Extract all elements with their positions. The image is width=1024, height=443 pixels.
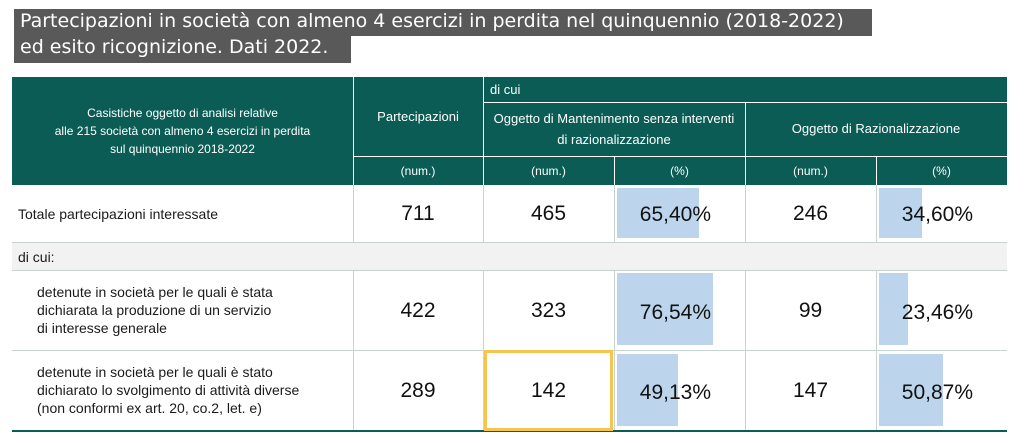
header-separator: [353, 77, 354, 185]
header-mantenimento-line-1: Oggetto di Mantenimento senza interventi: [493, 111, 735, 126]
row-label-attivita-diverse: detenute in società per le quali è stato…: [37, 363, 299, 417]
cell-mant-num-highlighted: 142: [484, 350, 613, 431]
header-casistiche-line-1: Casistiche oggetto di analisi relative: [87, 106, 278, 120]
grid-line: [876, 185, 877, 242]
cell-partecipazioni: 422: [400, 299, 436, 322]
unit-raz-num: (num.): [745, 157, 876, 185]
grid-line: [745, 271, 746, 430]
grid-line: [876, 271, 877, 430]
header-separator: [483, 102, 1007, 103]
header-separator: [483, 77, 484, 185]
header-separator: [353, 156, 1007, 157]
grid-line: [483, 185, 484, 242]
cell-mant-pct: 76,54%: [639, 301, 711, 324]
grid-line: [12, 242, 1007, 243]
bar-mant-pct: [617, 354, 678, 426]
row-label-line: dichiarata la produzione di un servizio: [37, 302, 272, 318]
header-di-cui: di cui: [483, 77, 1007, 102]
cell-raz-num: 99: [798, 299, 823, 322]
table-bottom-border: [12, 430, 1007, 432]
cell-mant-pct: 49,13%: [639, 381, 711, 404]
header-casistiche-line-2: alle 215 società con almeno 4 esercizi i…: [54, 124, 311, 138]
header-separator: [614, 157, 615, 185]
grid-line: [483, 271, 484, 430]
unit-partecipazioni-num: (num.): [353, 157, 483, 185]
grid-line: [614, 185, 615, 242]
row-label-line: detenute in società per le quali è stato: [37, 364, 273, 380]
row-label-line: dichiarato lo svolgimento di attività di…: [37, 382, 300, 398]
unit-mant-pct: (%): [614, 157, 745, 185]
header-separator: [745, 102, 746, 185]
header-partecipazioni: Partecipazioni: [353, 77, 483, 156]
cell-raz-pct: 34,60%: [901, 203, 973, 226]
unit-raz-pct: (%): [876, 157, 1007, 185]
grid-line: [353, 271, 354, 430]
bar-raz-pct: [879, 354, 943, 426]
grid-line: [745, 185, 746, 242]
grid-line: [12, 270, 1007, 271]
cell-mant-num: 465: [530, 202, 567, 225]
row-label-totale: Totale partecipazioni interessate: [18, 205, 218, 223]
title-line-1: Partecipazioni in società con almeno 4 e…: [14, 9, 872, 36]
header-casistiche-line-3: sul quinquennio 2018-2022: [110, 142, 255, 156]
cell-partecipazioni: 289: [400, 378, 436, 402]
header-razionalizzazione: Oggetto di Razionalizzazione: [745, 102, 1007, 156]
unit-mant-num: (num.): [483, 157, 614, 185]
cell-raz-num: 147: [792, 378, 829, 402]
row-label-servizio-interesse-generale: detenute in società per le quali è stata…: [37, 283, 273, 337]
grid-line: [614, 271, 615, 430]
row-label-line: di interesse generale: [37, 320, 167, 336]
cell-raz-pct: 50,87%: [901, 381, 973, 404]
title-line-2: ed esito ricognizione. Dati 2022.: [14, 35, 351, 63]
di-cui-label: di cui:: [18, 249, 55, 265]
header-mantenimento-line-2: di razionalizzazione: [557, 132, 671, 147]
header-separator: [876, 157, 877, 185]
grid-line: [353, 185, 354, 242]
row-label-line: Totale partecipazioni interessate: [18, 206, 219, 222]
di-cui-row-background: [12, 243, 1007, 270]
header-mantenimento: Oggetto di Mantenimento senza interventi…: [483, 102, 745, 156]
header-casistiche: Casistiche oggetto di analisi relative a…: [12, 77, 353, 185]
cell-partecipazioni: 711: [401, 202, 435, 225]
cell-mant-num: 323: [530, 299, 567, 322]
bar-raz-pct: [879, 273, 908, 345]
bar-mant-pct: [617, 273, 713, 345]
cell-raz-pct: 23,46%: [901, 301, 973, 324]
cell-mant-pct: 65,40%: [639, 203, 711, 226]
cell-raz-num: 246: [792, 202, 829, 225]
row-label-line: (non conformi ex art. 20, co.2, let. e): [37, 400, 262, 416]
row-label-line: detenute in società per le quali è stata: [37, 284, 273, 300]
bar-mant-pct: [617, 188, 699, 238]
bar-raz-pct: [879, 188, 922, 238]
